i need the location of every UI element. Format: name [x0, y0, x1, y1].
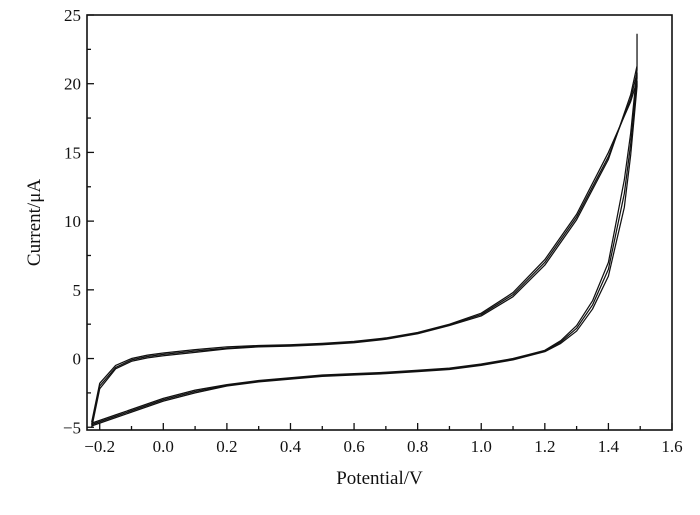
x-tick-labels: −0.2 0.0 0.2 0.4 0.6 0.8 1.0 1.2 1.4 1.6: [84, 437, 682, 456]
x-tick-label: 1.2: [534, 437, 555, 456]
x-tick-label: 1.0: [471, 437, 492, 456]
y-tick-label: 15: [64, 143, 81, 162]
x-tick-label: 0.4: [280, 437, 302, 456]
y-tick-label: 0: [73, 350, 82, 369]
x-tick-label: 1.4: [598, 437, 620, 456]
y-axis-title: Current/μA: [24, 179, 45, 267]
y-tick-label: 5: [73, 281, 82, 300]
x-tick-label: 0.2: [216, 437, 237, 456]
cv-cycle-2: [91, 72, 638, 426]
curves-group: [91, 33, 638, 428]
ticks-group: [87, 14, 673, 430]
x-tick-label: −0.2: [84, 437, 115, 456]
y-tick-labels: −5 0 5 10 15 20 25: [63, 6, 81, 437]
x-tick-label: 0.6: [343, 437, 364, 456]
x-axis-title: Potential/V: [336, 468, 423, 489]
y-tick-label: −5: [63, 418, 81, 437]
x-tick-label: 0.8: [407, 437, 428, 456]
plot-frame: [86, 14, 673, 431]
y-tick-label: 20: [64, 75, 81, 94]
x-tick-label: 0.0: [153, 437, 174, 456]
x-tick-label: 1.6: [661, 437, 682, 456]
y-tick-label: 10: [64, 212, 81, 231]
cv-cycle-3: [91, 33, 638, 428]
cv-cycle-1: [91, 80, 638, 427]
y-tick-label: 25: [64, 6, 81, 25]
